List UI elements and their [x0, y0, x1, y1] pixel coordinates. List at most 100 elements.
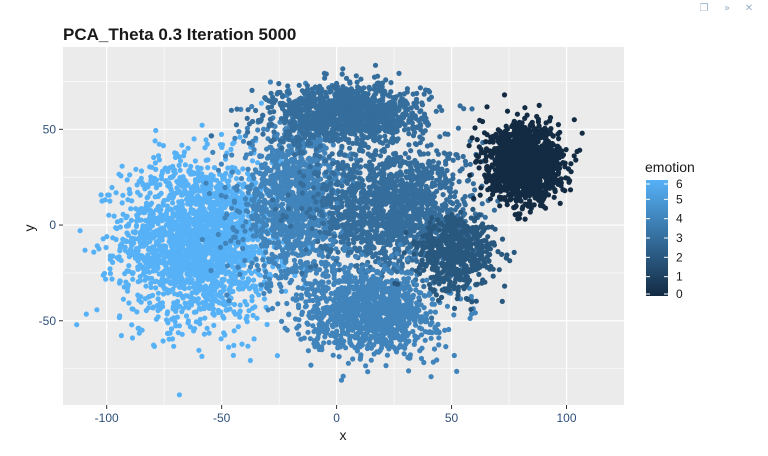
data-point: [180, 225, 187, 231]
restore-window-icon[interactable]: ❐: [699, 3, 709, 14]
data-point: [297, 102, 303, 108]
data-point: [176, 249, 182, 255]
data-point: [309, 117, 315, 123]
data-point: [231, 342, 237, 348]
data-point: [327, 89, 333, 95]
data-point: [262, 274, 268, 280]
data-point: [103, 244, 109, 251]
data-point: [113, 190, 119, 196]
data-point: [235, 239, 241, 245]
data-point: [183, 247, 189, 253]
data-point: [358, 76, 364, 82]
data-point: [339, 101, 345, 107]
data-point: [185, 318, 191, 324]
data-point: [242, 257, 248, 264]
data-point: [250, 305, 256, 311]
data-point: [263, 206, 269, 213]
data-point: [207, 186, 213, 192]
data-point: [467, 161, 473, 167]
data-point: [253, 256, 259, 262]
data-point: [278, 268, 284, 274]
data-point: [289, 250, 295, 256]
collapse-icon[interactable]: »: [723, 3, 731, 14]
data-point: [421, 111, 428, 117]
data-point: [380, 140, 386, 146]
data-point: [264, 321, 270, 328]
data-point: [188, 185, 194, 191]
data-point: [244, 184, 250, 190]
data-point: [231, 199, 238, 205]
data-point: [291, 257, 297, 263]
data-point: [144, 206, 150, 212]
data-point: [403, 106, 409, 113]
data-point: [261, 263, 267, 269]
data-point: [204, 296, 210, 303]
data-point: [349, 116, 355, 122]
data-point: [287, 128, 293, 134]
data-point: [155, 265, 161, 271]
data-point: [178, 178, 184, 184]
data-point: [182, 187, 188, 193]
data-point: [163, 243, 169, 250]
data-point: [255, 127, 261, 133]
data-point: [211, 251, 217, 257]
data-point: [346, 137, 352, 143]
data-point: [154, 251, 160, 257]
data-point: [126, 263, 132, 269]
data-point: [144, 182, 150, 188]
data-point: [164, 203, 170, 209]
data-point: [373, 109, 379, 115]
data-point: [261, 242, 267, 248]
data-point: [222, 184, 228, 191]
data-point: [188, 163, 194, 169]
data-point: [184, 277, 190, 283]
data-point: [132, 229, 138, 235]
data-point: [273, 234, 279, 240]
data-point: [303, 246, 309, 253]
data-point: [216, 240, 222, 246]
data-point: [390, 95, 396, 101]
data-point: [472, 187, 478, 193]
data-point: [234, 106, 240, 112]
data-point: [366, 84, 372, 90]
data-point: [385, 92, 391, 98]
data-point: [234, 259, 240, 265]
data-point: [271, 109, 277, 115]
data-point: [182, 300, 188, 306]
data-point: [172, 291, 178, 297]
data-point: [179, 331, 185, 337]
data-point: [212, 213, 218, 219]
data-point: [167, 175, 173, 181]
data-point: [180, 260, 186, 266]
data-point: [176, 233, 182, 239]
data-point: [298, 252, 304, 258]
data-point: [203, 268, 209, 274]
data-point: [153, 285, 159, 291]
data-point: [294, 136, 300, 142]
data-point: [307, 104, 314, 110]
data-point: [130, 276, 136, 282]
data-point: [125, 232, 131, 238]
data-point: [254, 192, 261, 198]
data-point: [135, 252, 141, 258]
data-point: [249, 298, 255, 304]
data-point: [150, 219, 156, 226]
data-point: [325, 114, 331, 121]
data-point: [186, 285, 192, 291]
data-point: [147, 190, 153, 196]
data-point: [282, 112, 288, 118]
data-point: [271, 164, 278, 170]
data-point: [329, 119, 336, 125]
data-point: [251, 277, 257, 283]
close-icon[interactable]: ✕: [744, 3, 754, 14]
data-point: [173, 271, 179, 277]
data-point: [150, 305, 156, 311]
data-point: [277, 254, 283, 260]
data-point: [286, 90, 292, 96]
data-point: [106, 212, 112, 218]
data-point: [317, 143, 323, 149]
data-point: [244, 115, 250, 121]
data-point: [175, 243, 181, 249]
data-point: [305, 250, 311, 256]
data-point: [231, 227, 237, 233]
